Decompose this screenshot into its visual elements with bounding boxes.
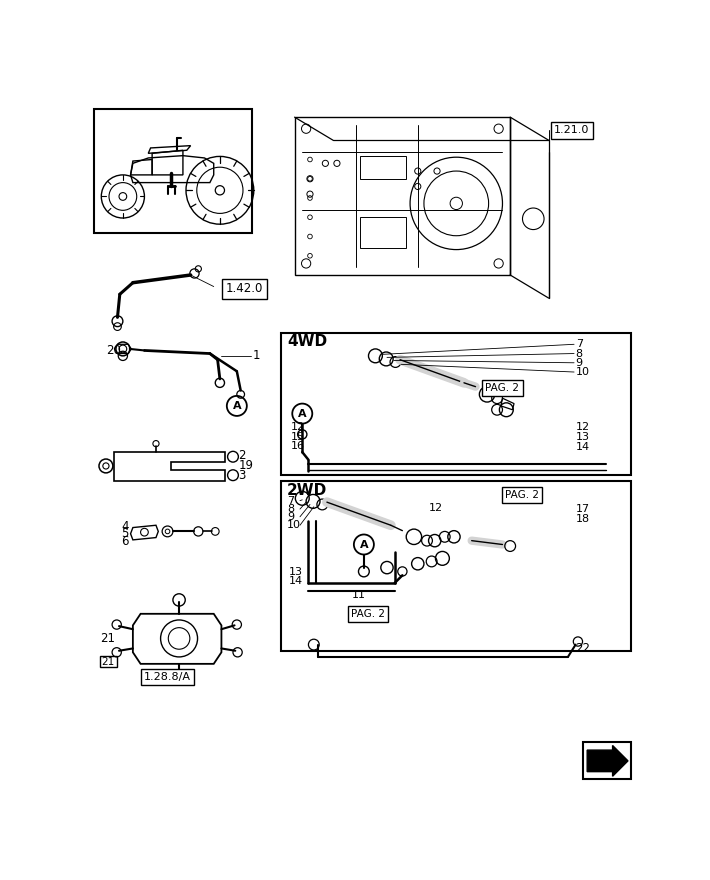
Text: 4WD: 4WD xyxy=(287,334,327,349)
Bar xyxy=(280,333,631,475)
Text: PAG. 2: PAG. 2 xyxy=(486,383,520,393)
Text: 18: 18 xyxy=(576,514,590,524)
Bar xyxy=(94,109,252,232)
Text: PAG. 2: PAG. 2 xyxy=(505,490,539,500)
Text: PAG. 2: PAG. 2 xyxy=(351,609,385,619)
Text: 1.21.0: 1.21.0 xyxy=(554,125,589,136)
Bar xyxy=(295,117,510,275)
Polygon shape xyxy=(587,745,628,776)
Text: A: A xyxy=(232,401,241,411)
Text: 16: 16 xyxy=(290,441,305,451)
Text: 1.28.8/A: 1.28.8/A xyxy=(144,672,191,682)
Text: 14: 14 xyxy=(289,576,303,586)
Text: 12: 12 xyxy=(290,422,305,432)
Bar xyxy=(584,743,631,780)
Text: 13: 13 xyxy=(576,432,589,442)
Text: 4: 4 xyxy=(121,520,129,533)
Circle shape xyxy=(215,186,224,195)
Text: 11: 11 xyxy=(352,590,366,599)
Text: 15: 15 xyxy=(290,432,305,442)
Text: 14: 14 xyxy=(576,442,590,451)
Text: 2: 2 xyxy=(239,450,246,463)
Text: A: A xyxy=(298,408,307,419)
Text: 8: 8 xyxy=(287,504,294,514)
Bar xyxy=(100,656,116,667)
Text: A: A xyxy=(359,539,368,549)
Text: 3: 3 xyxy=(239,469,246,482)
Text: 1.42.0: 1.42.0 xyxy=(226,282,263,296)
Text: 12: 12 xyxy=(576,422,590,432)
Bar xyxy=(280,481,631,651)
Text: 2WD: 2WD xyxy=(287,483,327,498)
Text: 10: 10 xyxy=(576,367,589,377)
Text: 5: 5 xyxy=(121,527,129,540)
Text: 9: 9 xyxy=(287,512,294,522)
Text: 7: 7 xyxy=(576,340,583,349)
Text: 12: 12 xyxy=(430,503,444,513)
Text: 21: 21 xyxy=(100,632,115,645)
Text: 1: 1 xyxy=(252,349,260,363)
Text: 17: 17 xyxy=(576,504,590,514)
Text: 13: 13 xyxy=(289,568,303,577)
Text: 8: 8 xyxy=(576,348,583,358)
Text: 10: 10 xyxy=(287,520,301,531)
Text: 7: 7 xyxy=(287,495,294,506)
Circle shape xyxy=(450,197,462,209)
Text: 22: 22 xyxy=(576,642,591,655)
Text: 20: 20 xyxy=(106,344,121,357)
Text: 6: 6 xyxy=(121,535,129,548)
Text: 19: 19 xyxy=(239,459,253,473)
Text: 9: 9 xyxy=(576,358,583,368)
Bar xyxy=(360,156,406,179)
Circle shape xyxy=(119,193,126,201)
Text: 21: 21 xyxy=(102,656,115,666)
Bar xyxy=(360,217,406,248)
